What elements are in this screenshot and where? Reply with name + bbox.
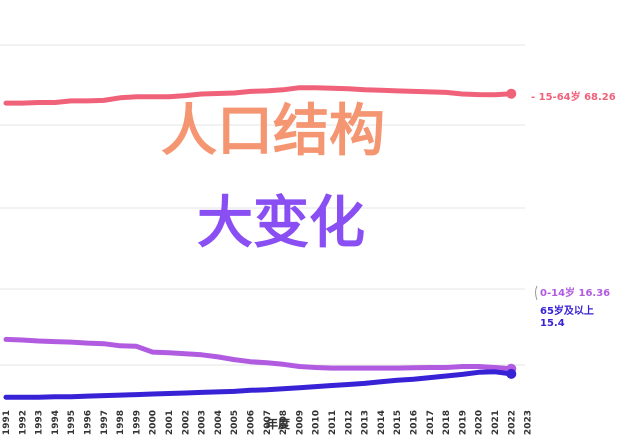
end-label-elderly-value: 15.4 — [540, 318, 565, 329]
x-tick-label: 2007 — [263, 410, 273, 435]
x-tick-label: 2010 — [312, 410, 322, 435]
x-tick-label: 1993 — [35, 410, 45, 435]
x-tick-label: 2002 — [181, 410, 191, 435]
x-tick-label: 2017 — [426, 410, 436, 435]
x-tick-label: 2008 — [279, 410, 289, 435]
x-tick-label: 2020 — [475, 410, 485, 435]
x-tick-label: 2018 — [442, 410, 452, 435]
x-tick-label: 2019 — [458, 410, 468, 435]
end-markers — [506, 88, 517, 379]
x-tick-label: 1997 — [100, 410, 110, 435]
x-tick-label: 2001 — [165, 410, 175, 435]
x-tick-label: 1992 — [18, 410, 28, 435]
series-lines — [3, 85, 514, 400]
x-axis-title: 年度 — [266, 416, 291, 431]
series-line-2 — [3, 369, 514, 400]
x-axis-ticks: 1991 1992 1993 1994 1995 1996 1997 1998 1999 2000… — [2, 410, 534, 435]
x-tick-label: 1998 — [116, 410, 126, 435]
x-tick-label: 2003 — [198, 410, 208, 435]
x-tick-label: 2014 — [377, 410, 387, 435]
x-tick-label: 2012 — [344, 410, 354, 435]
x-tick-label: 2005 — [230, 410, 240, 435]
series-end-marker-2 — [506, 368, 517, 379]
x-tick-label: 2004 — [214, 410, 224, 435]
x-tick-label: 2016 — [410, 410, 420, 435]
headline-line-2: 大变化 — [197, 191, 365, 256]
headline-line-1: 人口结构 — [161, 99, 385, 164]
series-end-marker-0 — [506, 88, 517, 99]
series-line-0 — [3, 85, 514, 106]
x-tick-label: 1996 — [84, 410, 94, 435]
end-label-working-age: - 15-64岁 68.26 — [531, 90, 616, 103]
x-tick-label: 2000 — [149, 410, 159, 435]
end-label-elderly: 65岁及以上 — [540, 304, 594, 317]
x-tick-label: 2011 — [328, 410, 338, 435]
x-tick-label: 2013 — [361, 410, 371, 435]
end-label-children: 0-14岁 16.36 — [540, 286, 610, 299]
x-tick-label: 1999 — [132, 410, 142, 435]
x-tick-label: 1995 — [67, 410, 77, 435]
end-label-connector — [535, 285, 538, 301]
x-tick-label: 2015 — [393, 410, 403, 435]
x-tick-label: 1994 — [51, 410, 61, 435]
x-tick-label: 2022 — [507, 410, 517, 435]
x-tick-label: 2023 — [524, 410, 534, 435]
x-tick-label: 2021 — [491, 410, 501, 435]
x-tick-label: 1991 — [2, 410, 12, 435]
x-tick-label: 2006 — [247, 410, 257, 435]
x-tick-label: 2009 — [295, 410, 305, 435]
series-line-1 — [3, 336, 514, 372]
